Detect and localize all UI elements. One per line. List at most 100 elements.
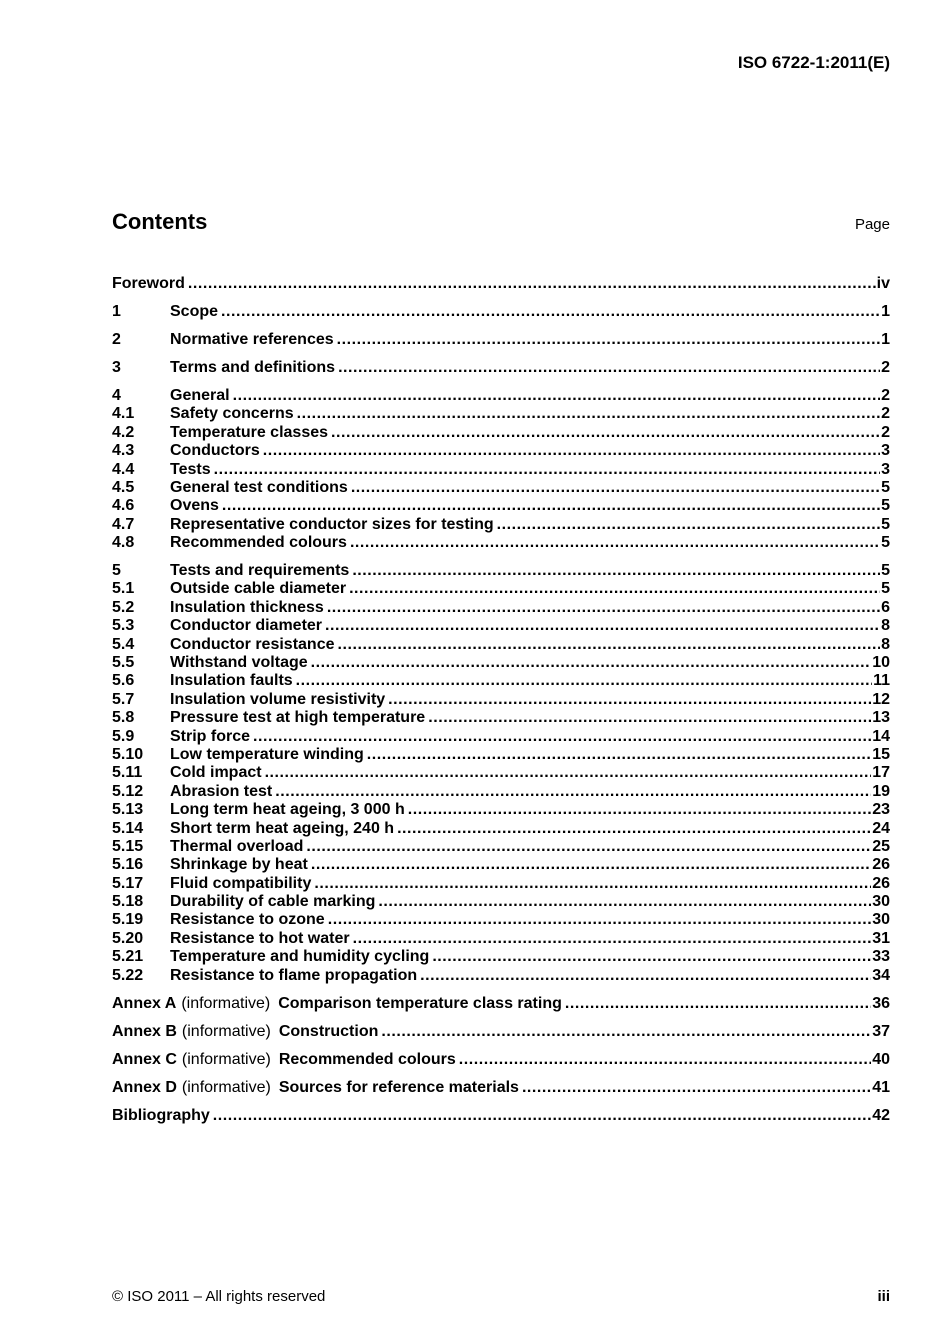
toc-entry-page: 12 — [872, 690, 890, 708]
dot-leader — [311, 856, 871, 874]
toc-entry-page: 26 — [872, 856, 890, 874]
dot-leader — [367, 746, 871, 764]
toc-entry-page: 33 — [872, 948, 890, 966]
dot-leader — [397, 820, 871, 838]
toc-entry: 5.18 Durability of cable marking 30 — [112, 893, 890, 911]
dot-leader — [351, 479, 880, 497]
toc-entry-page: 13 — [872, 709, 890, 727]
toc-entry: 4.6 Ovens 5 — [112, 497, 890, 515]
toc-entry-number: 5.5 — [112, 654, 135, 671]
toc-entry-page: 8 — [881, 635, 890, 653]
toc-entry-title: Resistance to ozone — [170, 911, 325, 929]
toc-entry-page: 2 — [881, 423, 890, 441]
toc-entry-title: Resistance to flame propagation — [170, 966, 418, 984]
toc-entry-label: Annex B — [112, 1022, 177, 1040]
toc-entry-number: 4.8 — [112, 534, 135, 552]
toc-entry-title: Insulation thickness — [170, 598, 324, 616]
dot-leader — [459, 1051, 871, 1069]
dot-leader — [432, 948, 871, 966]
toc-entry-title: Pressure test at high temperature — [170, 709, 426, 727]
copyright-notice: © ISO 2011 – All rights reserved — [112, 1288, 326, 1305]
toc-entry-title: Conductor diameter — [170, 617, 323, 635]
toc-entry-label: Annex D — [112, 1078, 177, 1096]
toc-entry-page: 1 — [881, 302, 890, 320]
toc-entry-label: Annex A — [112, 994, 177, 1012]
contents-title: Contents — [112, 209, 208, 234]
toc-entry-title: Abrasion test — [170, 782, 273, 800]
toc-entry-number: 5.9 — [112, 727, 135, 745]
toc-entry-title: Safety concerns — [170, 405, 294, 423]
toc-entry-number: 4.4 — [112, 460, 135, 478]
toc-entry-title: Resistance to hot water — [170, 929, 350, 947]
dot-leader — [328, 911, 872, 929]
toc-entry-title: Insulation volume resistivity — [170, 690, 386, 708]
toc-entry-page: 36 — [872, 994, 890, 1012]
toc-entry-title: Conductors — [170, 442, 260, 460]
toc-entry-page: 6 — [881, 598, 890, 616]
dot-leader — [420, 967, 871, 985]
dot-leader — [408, 801, 871, 819]
toc-entry-number: 5.22 — [112, 966, 144, 984]
toc-entry-title: General — [170, 386, 230, 404]
toc-entry-title: Normative references — [170, 330, 334, 348]
toc-entry-title: Shrinkage by heat — [170, 856, 308, 874]
toc-entry: Annex B (informative) Construction 37 — [112, 1023, 890, 1041]
toc-entry-number: 5.1 — [112, 580, 135, 598]
toc-entry: 5.2 Insulation thickness 6 — [112, 599, 890, 617]
dot-leader — [275, 783, 871, 801]
toc-entry-title: Insulation faults — [170, 672, 293, 690]
dot-leader — [213, 1107, 871, 1125]
toc-entry-page: 5 — [881, 534, 890, 552]
toc-entry: 5.19 Resistance to ozone 30 — [112, 911, 890, 929]
dot-leader — [314, 875, 871, 893]
toc-entry-number: 5.11 — [112, 764, 143, 782]
toc-entry-page: 23 — [872, 801, 890, 819]
toc-entry-title: Ovens — [170, 497, 219, 515]
page-number: iii — [877, 1288, 890, 1305]
toc-entry: 4.5 General test conditions 5 — [112, 479, 890, 497]
toc-entry-page: 5 — [881, 562, 890, 580]
toc-entry: 4.4 Tests 3 — [112, 461, 890, 479]
toc-entry-number: 5 — [112, 562, 121, 580]
dot-leader — [378, 893, 871, 911]
toc-entry-title: Conductor resistance — [170, 635, 335, 653]
toc-entry-number: 5.16 — [112, 856, 144, 874]
toc-entry: 4.8 Recommended colours 5 — [112, 534, 890, 552]
dot-leader — [233, 387, 881, 405]
toc-entry: 4.2 Temperature classes 2 — [112, 424, 890, 442]
dot-leader — [353, 930, 872, 948]
toc-entry-page: 30 — [872, 893, 890, 911]
toc-entry: 5.7 Insulation volume resistivity 12 — [112, 691, 890, 709]
toc-entry-title: Long term heat ageing, 3 000 h — [170, 801, 405, 819]
toc-entry: 5 Tests and requirements 5 — [112, 562, 890, 580]
toc-entry: 5.1 Outside cable diameter 5 — [112, 580, 890, 598]
contents-heading-row: Contents Page — [112, 209, 890, 235]
dot-leader — [337, 636, 880, 654]
toc-entry-title: Recommended colours — [278, 1050, 456, 1068]
toc-entry-number: 1 — [112, 302, 121, 320]
toc-entry-title: Tests — [170, 460, 211, 478]
toc-entry-number: 5.19 — [112, 911, 144, 929]
toc-entry: 5.16 Shrinkage by heat 26 — [112, 856, 890, 874]
toc-entry: 5.11 Cold impact 17 — [112, 764, 890, 782]
toc-entry-number: 5.6 — [112, 672, 135, 690]
toc-entry-title: General test conditions — [170, 478, 348, 496]
toc-entry-title: Recommended colours — [170, 534, 347, 552]
toc-entry: 5.6 Insulation faults 11 — [112, 672, 890, 690]
toc-entry-page: 26 — [872, 874, 890, 892]
dot-leader — [222, 497, 880, 515]
dot-leader — [381, 1023, 871, 1041]
toc-entry-title: Short term heat ageing, 240 h — [170, 819, 395, 837]
page-footer: © ISO 2011 – All rights reserved iii — [112, 1288, 890, 1306]
toc-entry-page: 42 — [872, 1106, 890, 1124]
toc-entry-title: Bibliography — [112, 1106, 210, 1124]
toc-entry: 5.22 Resistance to flame propagation 34 — [112, 967, 890, 985]
dot-leader — [221, 303, 880, 321]
toc-entry-title: Temperature and humidity cycling — [170, 948, 430, 966]
toc-entry-page: 3 — [881, 442, 890, 460]
toc-entry-title: Withstand voltage — [170, 654, 308, 671]
toc-entry: 4.1 Safety concerns 2 — [112, 405, 890, 423]
toc-entry: Annex C (informative) Recommended colour… — [112, 1051, 890, 1069]
toc-entry-title: Terms and definitions — [170, 358, 336, 376]
toc-entry-number: 5.12 — [112, 782, 144, 800]
